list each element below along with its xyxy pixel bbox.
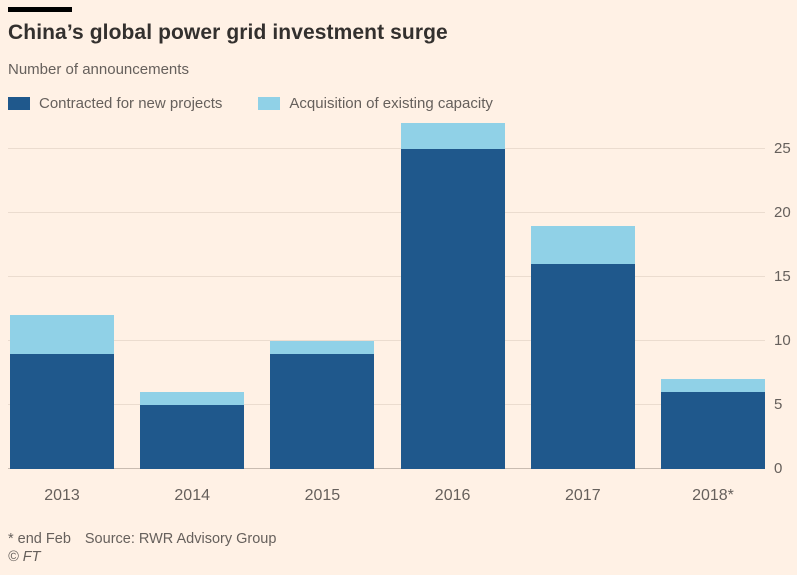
gridline-25 <box>8 148 765 149</box>
bar-segment-acquisition-2018 <box>661 379 765 393</box>
legend: Contracted for new projects Acquisition … <box>8 95 493 112</box>
bar-segment-contracted-2013 <box>10 353 114 469</box>
bar-stack-2013 <box>10 315 114 469</box>
x-tick-label-2015: 2015 <box>304 487 341 504</box>
legend-item-acquisition: Acquisition of existing capacity <box>258 95 493 112</box>
bar-segment-contracted-2017 <box>530 264 635 469</box>
gridline-10 <box>8 340 765 341</box>
legend-item-contracted: Contracted for new projects <box>8 95 222 112</box>
bar-stack-2014 <box>140 392 245 469</box>
y-tick-label-25: 25 <box>774 140 791 157</box>
y-tick-label-15: 15 <box>774 268 791 285</box>
gridline-5 <box>8 404 765 405</box>
bar-segment-acquisition-2016 <box>400 123 505 149</box>
bar-segment-contracted-2014 <box>140 405 245 469</box>
x-tick-label-2014: 2014 <box>174 487 210 504</box>
legend-label-contracted: Contracted for new projects <box>39 95 223 112</box>
bar-stack-2018 <box>661 379 765 469</box>
legend-swatch-acquisition <box>258 97 281 110</box>
y-tick-label-0: 0 <box>774 460 783 477</box>
x-axis-baseline <box>8 468 765 469</box>
bar-segment-acquisition-2015 <box>270 341 375 354</box>
bar-segment-contracted-2018 <box>661 392 765 469</box>
x-tick-label-2018: 2018* <box>692 487 734 504</box>
bar-stack-2015 <box>270 341 375 469</box>
x-tick-label-2017: 2017 <box>565 487 601 504</box>
x-tick-label-2016: 2016 <box>434 487 471 504</box>
legend-label-acquisition: Acquisition of existing capacity <box>289 95 493 112</box>
bar-stack-2017 <box>530 225 635 469</box>
x-tick-label-2013: 2013 <box>44 487 80 504</box>
legend-swatch-contracted <box>8 97 30 110</box>
gridline-20 <box>8 212 765 213</box>
chart-subtitle: Number of announcements <box>8 61 189 78</box>
bar-stack-2016 <box>400 123 505 469</box>
bar-segment-contracted-2015 <box>270 353 375 469</box>
title-rule <box>8 7 72 12</box>
footnote: * end Feb Source: RWR Advisory Group <box>8 531 276 547</box>
y-tick-label-10: 10 <box>774 332 791 349</box>
gridline-15 <box>8 276 765 277</box>
y-tick-label-5: 5 <box>774 396 783 413</box>
bar-segment-acquisition-2014 <box>140 392 245 405</box>
source-text: Source: RWR Advisory Group <box>84 531 277 547</box>
bar-segment-acquisition-2013 <box>10 315 114 354</box>
chart-title: China’s global power grid investment sur… <box>8 21 448 44</box>
plot-area: 0 5 10 15 20 25 2013 2014 2015 2016 2017 2018* <box>8 119 791 504</box>
bar-segment-acquisition-2017 <box>530 225 635 265</box>
y-tick-label-20: 20 <box>774 204 791 221</box>
footnote-asterisk-text: * end Feb <box>8 531 71 547</box>
bar-segment-contracted-2016 <box>400 149 505 469</box>
ft-credit: © FT <box>8 549 41 565</box>
